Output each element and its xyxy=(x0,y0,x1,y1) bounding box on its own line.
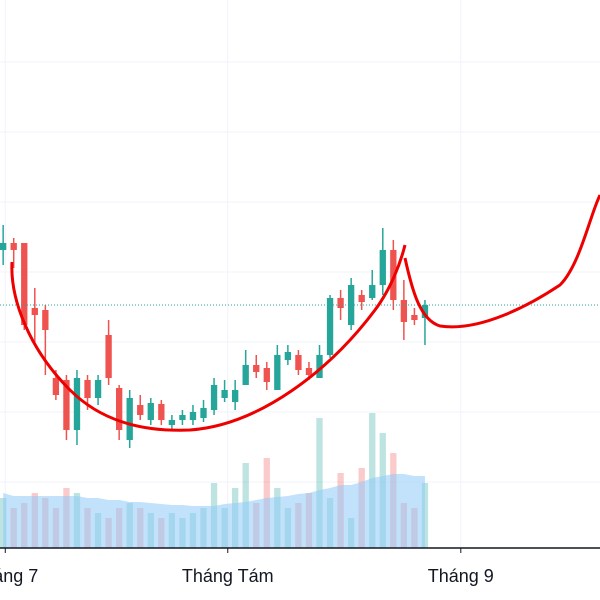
candle-body xyxy=(390,250,397,300)
candle-body xyxy=(231,390,239,402)
candle-body xyxy=(52,378,60,395)
candle-body xyxy=(421,305,429,318)
candle-body xyxy=(400,300,408,322)
candle-body xyxy=(189,412,197,420)
candle-body xyxy=(274,355,281,390)
candle-body xyxy=(326,298,334,355)
candle-body xyxy=(31,308,38,315)
candle-body xyxy=(147,403,154,420)
handle-curve xyxy=(403,194,600,329)
candle-body xyxy=(115,388,123,430)
candle-body xyxy=(42,310,49,330)
candle-body xyxy=(84,380,91,398)
candle-body xyxy=(295,355,302,370)
candle-body xyxy=(21,243,28,325)
candle-body xyxy=(73,378,81,430)
candle-body xyxy=(411,315,418,320)
volume-pane xyxy=(0,413,429,548)
grid xyxy=(0,0,600,548)
candles xyxy=(0,225,600,448)
x-tick-label: Tháng Tám xyxy=(182,566,274,586)
candle-body xyxy=(253,365,260,372)
candle-body xyxy=(316,355,323,378)
candle-body xyxy=(242,365,249,385)
candle-body xyxy=(337,298,344,308)
candle-body xyxy=(284,352,292,360)
x-axis: Tháng 7 Tháng Tám Tháng 9 xyxy=(0,547,600,586)
candle-body xyxy=(221,390,228,398)
candle-body xyxy=(369,285,376,298)
cup-curve xyxy=(10,244,407,432)
candle-body xyxy=(179,415,186,420)
candle-body xyxy=(210,385,218,410)
volume-bar xyxy=(316,418,323,548)
x-tick-label: Tháng 7 xyxy=(0,566,38,586)
candle-body xyxy=(126,398,133,440)
candle-body xyxy=(200,408,207,418)
volume-ma-area xyxy=(3,474,425,548)
candle-body xyxy=(63,380,70,430)
candle-body xyxy=(168,420,176,425)
candle-body xyxy=(94,380,102,398)
candle-body xyxy=(10,243,17,250)
candle-body xyxy=(0,243,7,250)
candle-body xyxy=(158,404,165,420)
candle-body xyxy=(379,250,386,285)
candle-body xyxy=(358,295,365,302)
candle-body xyxy=(263,368,270,382)
x-tick-label: Tháng 9 xyxy=(428,566,494,586)
candle-body xyxy=(305,368,313,375)
candle-body xyxy=(105,335,112,378)
candle-body xyxy=(137,405,144,415)
